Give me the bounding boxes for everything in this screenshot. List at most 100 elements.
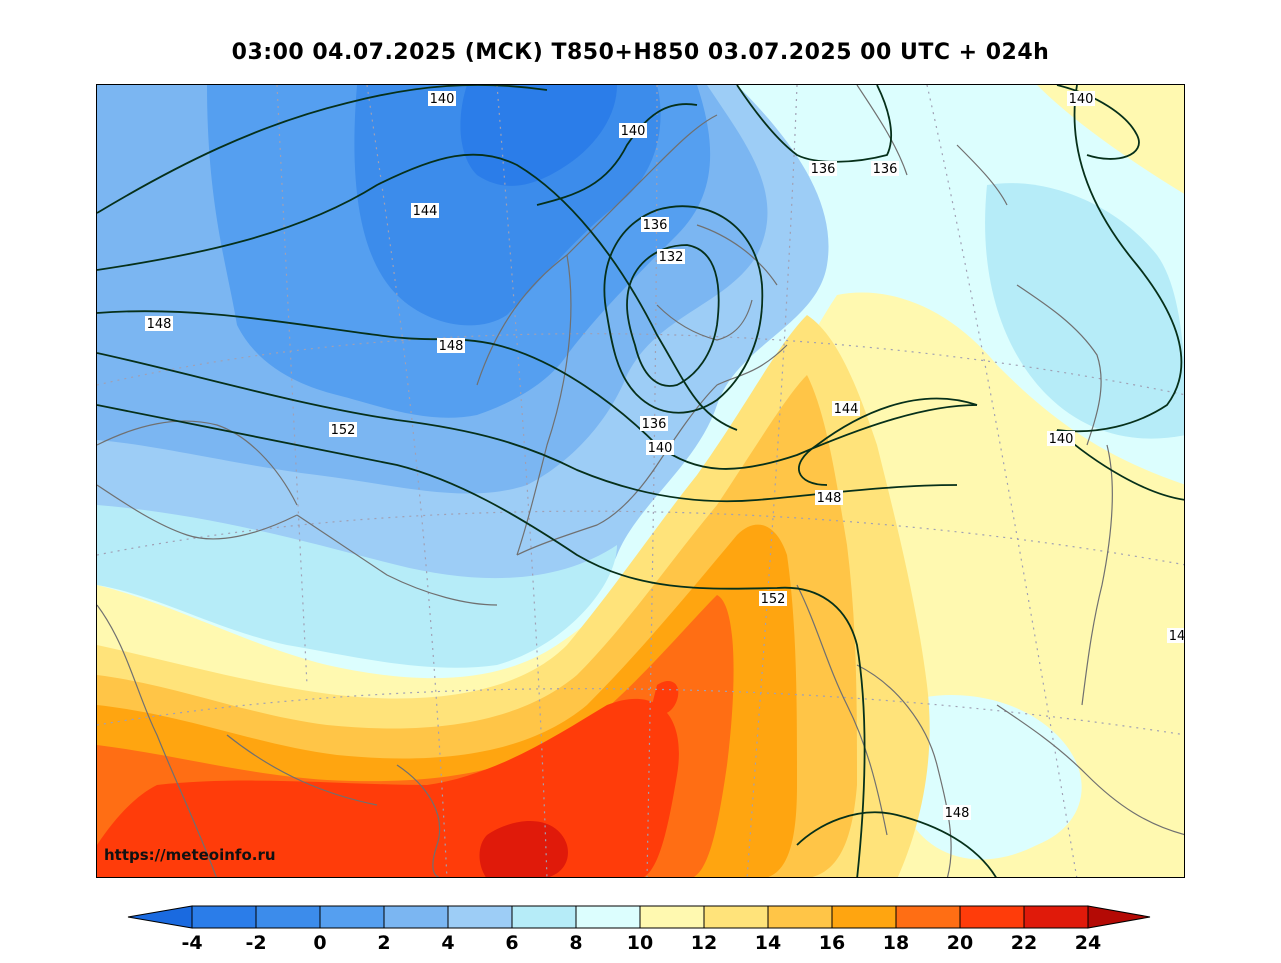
isohypse-line xyxy=(626,244,720,387)
coastline xyxy=(796,584,888,836)
colorbar-tick-label: 2 xyxy=(377,932,390,954)
isohypse-label-bg xyxy=(1067,91,1095,106)
isohypse-label-bg xyxy=(641,217,669,232)
coastline xyxy=(696,224,778,286)
band-8-10-se xyxy=(886,695,1082,860)
isohypse-label: 136 xyxy=(642,417,667,432)
coastlines xyxy=(97,85,1184,877)
isohypse-line xyxy=(97,404,866,877)
isohypse-line xyxy=(798,397,978,486)
isohypse-label: 140 xyxy=(1069,92,1094,107)
isohypse-label-bg xyxy=(759,591,787,606)
colorbar-extend-high xyxy=(1087,905,1151,929)
isohypse-label-bg xyxy=(646,440,674,455)
isohypse-line xyxy=(796,811,997,877)
colorbar-bin xyxy=(383,905,449,929)
isohypse-label: 148 xyxy=(147,317,172,332)
isohypse-label: 144 xyxy=(834,402,859,417)
isohypse-label: 144 xyxy=(413,204,438,219)
graticule-line xyxy=(646,85,658,877)
isohypse-label-bg xyxy=(145,316,173,331)
colorbar-tick-label: 22 xyxy=(1011,932,1037,954)
isohypse-label-bg xyxy=(329,422,357,437)
graticule-line xyxy=(97,510,1184,566)
temperature-geopotential-map: 140 140 144 148 148 152 136 132 136 140 136 136 144 1… xyxy=(97,85,1185,877)
isohypse-label-bg xyxy=(1047,431,1075,446)
isohypse-label-bg xyxy=(943,805,971,820)
isohypses xyxy=(97,85,1184,877)
colorbar-bin xyxy=(767,905,833,929)
isohypse-label-bg xyxy=(657,249,685,264)
coastline xyxy=(97,420,298,506)
colorbar-tick-label: 20 xyxy=(947,932,973,954)
isohypse-line xyxy=(97,310,978,470)
isohypse-label: 132 xyxy=(659,250,684,265)
isohypse-label: 148 xyxy=(945,806,970,821)
isohypse-label: 136 xyxy=(873,162,898,177)
coastline xyxy=(516,254,572,556)
isohypse-label-bg xyxy=(640,416,668,431)
isohypse-label-bg xyxy=(619,123,647,138)
isohypse-label: 140 xyxy=(430,92,455,107)
colorbar-tick-labels: -4 -2 0 2 4 6 8 10 12 14 16 18 20 22 24 xyxy=(181,932,1101,954)
coastline xyxy=(856,664,952,877)
temperature-fields xyxy=(97,85,1184,877)
isohypse-label: 152 xyxy=(331,423,356,438)
colorbar-tick-label: 18 xyxy=(883,932,909,954)
isohypse-label-bg xyxy=(411,203,439,218)
colorbar-tick-label: 10 xyxy=(627,932,653,954)
colorbar-bin xyxy=(255,905,321,929)
colorbar-tick-label: 24 xyxy=(1075,932,1101,954)
band-6-8-east xyxy=(985,183,1184,439)
isohypse-label: 14 xyxy=(1169,629,1185,644)
map-panel: 140 140 144 148 148 152 136 132 136 140 136 136 144 1… xyxy=(96,84,1185,878)
colorbar-tick-label: -2 xyxy=(245,932,266,954)
coastline xyxy=(296,514,498,606)
colorbar-bin xyxy=(895,905,961,929)
map-title: 03:00 04.07.2025 (МСК) T850+H850 03.07.2… xyxy=(231,40,1050,65)
isohypse-label: 136 xyxy=(811,162,836,177)
isohypse-label: 152 xyxy=(761,592,786,607)
isohypse-label-bg xyxy=(832,401,860,416)
isohypse-line xyxy=(97,153,738,431)
band-20-22-spot xyxy=(652,680,679,715)
colorbar-bins xyxy=(127,905,1151,929)
isohypse-labels: 140 140 144 148 148 152 136 132 136 140 136 136 144 1… xyxy=(145,91,1185,821)
colorbar-bin xyxy=(511,905,577,929)
graticule xyxy=(97,85,1184,877)
colorbar-bin xyxy=(703,905,769,929)
colorbar-tick-label: 8 xyxy=(569,932,582,954)
band-22-24 xyxy=(479,821,568,877)
colorbar-bin xyxy=(447,905,513,929)
coastline xyxy=(516,464,658,556)
isohypse-label-bg xyxy=(428,91,456,106)
isohypse-label-bg xyxy=(815,490,843,505)
graticule-line xyxy=(276,85,308,686)
colorbar-bin xyxy=(575,905,641,929)
colorbar-bin xyxy=(319,905,385,929)
isohypse-label-bg xyxy=(1167,628,1184,643)
isohypse-label: 148 xyxy=(439,339,464,354)
colorbar-tick-label: 4 xyxy=(441,932,454,954)
isohypse-label: 140 xyxy=(1049,432,1074,447)
isohypse-label-bg xyxy=(809,161,837,176)
graticule-line xyxy=(746,85,798,877)
colorbar-extend-low xyxy=(127,905,193,929)
coastline xyxy=(97,484,298,540)
coastline xyxy=(996,704,1184,836)
isohypse-label: 140 xyxy=(621,124,646,139)
coastline xyxy=(656,344,788,466)
coastline xyxy=(1016,284,1102,446)
coastline xyxy=(1081,444,1114,706)
colorbar-tick-label: 0 xyxy=(313,932,326,954)
coastline xyxy=(856,85,908,176)
colorbar-bin xyxy=(639,905,705,929)
colorbar-bin xyxy=(959,905,1025,929)
graticule-line xyxy=(97,333,1184,396)
band-m4-m2 xyxy=(460,85,617,186)
colorbar-bin xyxy=(191,905,257,929)
colorbar-tick-label: 6 xyxy=(505,932,518,954)
isohypse-line xyxy=(536,103,698,206)
coastline xyxy=(476,114,718,386)
isohypse-label: 148 xyxy=(817,491,842,506)
